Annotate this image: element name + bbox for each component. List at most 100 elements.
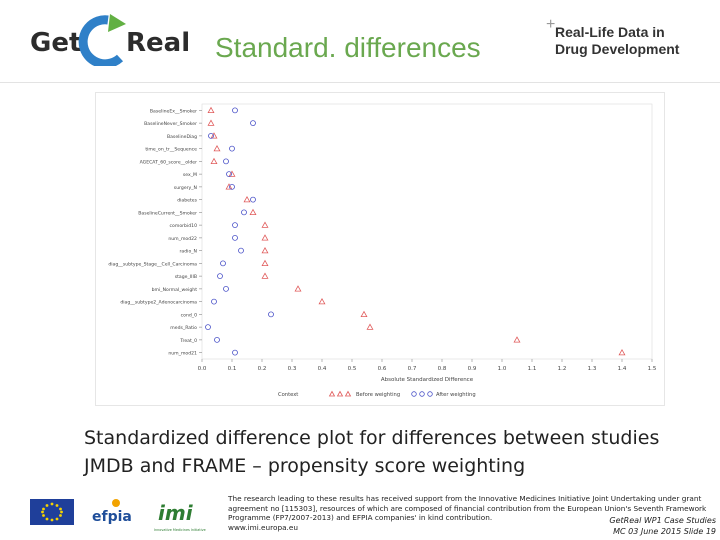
before-weighting-point bbox=[618, 349, 626, 356]
x-tick-label: 0.2 bbox=[258, 366, 267, 372]
chart-svg: 0.0 0.1 0.2 0.3 0.4 0.5 0.6 0.7 0.8 0.9 1.0 1.1 1.2 1… bbox=[108, 103, 657, 398]
before-weighting-point bbox=[243, 196, 251, 203]
after-weighting-point bbox=[223, 158, 229, 165]
legend-after-label: After weighting bbox=[436, 392, 476, 398]
y-tick-label: BaselineCurrent__Smoker bbox=[138, 210, 197, 216]
x-tick-label: 1.3 bbox=[588, 366, 597, 372]
brand-plus-mark: + bbox=[546, 16, 556, 33]
legend-before-marker bbox=[336, 390, 344, 397]
y-tick-label: time_on_tr__Sequence bbox=[145, 147, 197, 153]
x-tick-label: 1.2 bbox=[558, 366, 567, 372]
getreal-logo: Get Real bbox=[30, 14, 190, 66]
slide-title: Standard. differences bbox=[215, 32, 481, 63]
logo-arrow-icon bbox=[78, 14, 126, 66]
before-weighting-point bbox=[294, 285, 302, 292]
before-weighting-point bbox=[261, 247, 269, 254]
legend-after-marker bbox=[411, 391, 417, 397]
before-weighting-point bbox=[366, 323, 374, 330]
x-tick-label: 1.1 bbox=[528, 366, 537, 372]
y-tick-label: comorbid10 bbox=[170, 223, 198, 229]
after-weighting-point bbox=[211, 298, 217, 305]
before-weighting-point bbox=[360, 310, 368, 318]
legend-before-marker bbox=[328, 390, 336, 397]
brand-line-1: Real-Life Data in bbox=[555, 24, 665, 40]
y-tick-label: stage_IIIB bbox=[175, 274, 197, 280]
imi-logo: imi Innovative Medicines Initiative bbox=[154, 501, 206, 532]
y-tick-label: BaselineNever_Smoker bbox=[144, 121, 197, 127]
before-weighting-point bbox=[207, 119, 215, 126]
before-weighting-point bbox=[318, 298, 326, 305]
after-weighting-point bbox=[220, 260, 226, 267]
before-weighting-point bbox=[261, 259, 269, 267]
imi-logo-subtext: Innovative Medicines Initiative bbox=[154, 528, 206, 532]
x-tick-label: 0.3 bbox=[288, 366, 297, 372]
legend-title: Context bbox=[278, 392, 298, 398]
after-weighting-point bbox=[241, 209, 247, 216]
logo-text-real: Real bbox=[126, 28, 190, 58]
imi-website-link[interactable]: www.imi.europa.eu bbox=[228, 522, 298, 532]
y-tick-label: diabetes bbox=[177, 198, 197, 204]
plot-area bbox=[201, 103, 653, 360]
y-tick-label: meds_Ratio bbox=[170, 325, 197, 331]
funding-acknowledgement: The research leading to these results ha… bbox=[228, 494, 707, 532]
legend-after-marker bbox=[419, 391, 425, 397]
slide-caption: Standardized difference plot for differe… bbox=[84, 424, 704, 480]
y-tick-label: surgery_N bbox=[174, 185, 197, 191]
after-weighting-point bbox=[223, 285, 229, 292]
brand-line-2: Drug Development bbox=[555, 41, 680, 57]
before-weighting-point bbox=[228, 170, 236, 177]
before-weighting-point bbox=[210, 132, 218, 139]
before-weighting-point bbox=[210, 157, 218, 165]
y-tick-label: sex_M bbox=[183, 172, 197, 178]
y-tick-label: num_mod22 bbox=[168, 236, 197, 242]
caption-line-1: Standardized difference plot for differe… bbox=[84, 427, 660, 449]
x-tick-label: 1.0 bbox=[498, 366, 507, 372]
before-weighting-point bbox=[213, 145, 221, 152]
legend-before-label: Before weighting bbox=[356, 392, 400, 398]
before-weighting-point bbox=[249, 208, 257, 216]
after-weighting-point bbox=[238, 247, 244, 254]
legend-after-marker bbox=[427, 391, 433, 397]
slide-footer-info: GetReal WP1 Case Studies MC 03 June 2015… bbox=[609, 515, 716, 537]
eu-flag-icon bbox=[30, 499, 74, 525]
y-tick-label: cond_0 bbox=[181, 312, 197, 318]
after-weighting-point bbox=[232, 222, 238, 229]
before-weighting-point bbox=[207, 106, 215, 114]
after-weighting-point bbox=[205, 324, 211, 331]
funding-line-2: agreement no [115303], resources of whic… bbox=[228, 503, 707, 513]
before-weighting-point bbox=[261, 221, 269, 228]
y-tick-label: radio_N bbox=[180, 249, 197, 255]
funding-line-1: The research leading to these results ha… bbox=[228, 494, 702, 503]
y-tick-label: diag__subtype2_Adenocarcinoma bbox=[120, 300, 197, 306]
x-tick-label: 0.6 bbox=[378, 366, 387, 372]
after-weighting-point bbox=[214, 336, 220, 343]
y-tick-label: bmi_Normal_weight bbox=[152, 287, 198, 293]
before-weighting-point bbox=[225, 183, 233, 190]
slide-header: Get Real Standard. differences + Real-Li… bbox=[0, 0, 720, 83]
y-tick-label: BaselineDiag bbox=[167, 134, 197, 140]
after-weighting-point bbox=[229, 183, 235, 190]
after-weighting-point bbox=[250, 196, 256, 203]
brand-text: Real-Life Data in Drug Development bbox=[555, 24, 679, 58]
y-tick-label: BaselineEx__Smoker bbox=[150, 108, 197, 114]
before-weighting-point bbox=[513, 336, 521, 343]
x-tick-label: 0.9 bbox=[468, 366, 477, 372]
after-weighting-point bbox=[232, 349, 238, 356]
after-weighting-point bbox=[232, 107, 238, 114]
x-tick-label: 0.0 bbox=[198, 366, 207, 372]
legend-before-marker bbox=[344, 390, 352, 397]
after-weighting-point bbox=[268, 311, 274, 318]
y-tick-label: num_mod21 bbox=[168, 351, 197, 357]
after-weighting-point bbox=[229, 145, 235, 152]
efpia-logo-text: efpia bbox=[92, 509, 132, 525]
after-weighting-point bbox=[226, 171, 232, 178]
x-tick-label: 0.8 bbox=[438, 366, 447, 372]
before-weighting-point bbox=[261, 234, 269, 241]
x-tick-label: 0.4 bbox=[318, 366, 327, 372]
efpia-logo: efpia bbox=[92, 499, 132, 525]
imi-logo-text: imi bbox=[158, 501, 194, 525]
caption-line-2: JMDB and FRAME – propensity score weight… bbox=[84, 455, 526, 477]
x-axis-label: Absolute Standardized Difference bbox=[381, 377, 474, 383]
y-tick-label: AGECAT_60_score__older bbox=[140, 159, 198, 165]
x-tick-label: 1.4 bbox=[618, 366, 627, 372]
